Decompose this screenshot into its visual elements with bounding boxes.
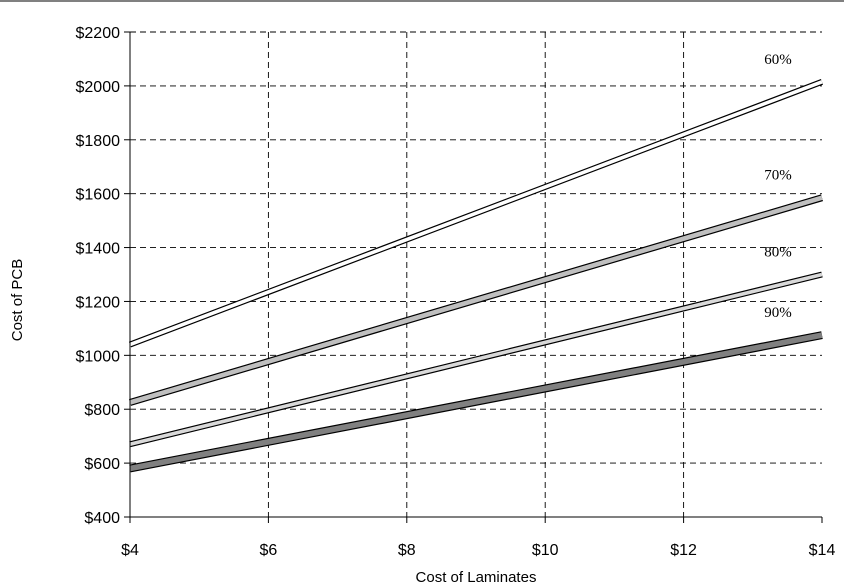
series-label: 80% xyxy=(764,245,792,261)
grid xyxy=(130,31,822,517)
x-tick-label: $10 xyxy=(532,542,559,559)
x-tick-label: $14 xyxy=(809,542,836,559)
x-tick-label: $6 xyxy=(260,542,278,559)
x-tick-label: $4 xyxy=(121,542,139,559)
y-tick-label: $2200 xyxy=(76,25,121,42)
axes: $400 $600 $800 $1000 $1200 $1400 $1600 $1800 $20… xyxy=(0,0,844,559)
series-line xyxy=(129,332,823,472)
series-label: 60% xyxy=(764,52,792,68)
y-tick-label: $2000 xyxy=(76,79,121,96)
y-tick-label: $800 xyxy=(84,402,120,419)
series-line xyxy=(129,195,823,405)
series-label: 70% xyxy=(764,168,792,184)
series-lines xyxy=(128,79,824,473)
y-tick-label: $600 xyxy=(84,456,120,473)
series-line xyxy=(129,272,823,446)
y-tick-label: $1200 xyxy=(76,294,121,311)
x-tick-label: $8 xyxy=(398,542,416,559)
y-axis-title: Cost of PCB xyxy=(9,259,26,342)
y-tick-label: $1800 xyxy=(76,133,121,150)
series-label: 90% xyxy=(764,305,792,321)
y-tick-label: $400 xyxy=(84,510,120,527)
series-labels: 60% 70% 80% 90% xyxy=(764,52,792,321)
y-tick-label: $1400 xyxy=(76,241,121,258)
x-axis-title: Cost of Laminates xyxy=(416,569,537,586)
series-line xyxy=(129,80,823,347)
y-tick-label: $1000 xyxy=(76,348,121,365)
y-tick-label: $1600 xyxy=(76,187,121,204)
x-tick-label: $12 xyxy=(670,542,697,559)
